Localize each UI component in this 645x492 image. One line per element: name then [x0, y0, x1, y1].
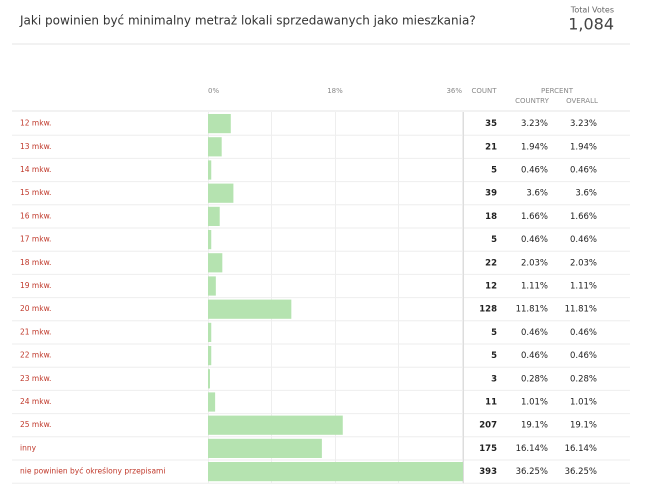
country-percent: 0.28% [521, 374, 548, 384]
option-label: 18 mkw. [20, 258, 51, 267]
country-percent: 16.14% [516, 444, 548, 454]
country-percent: 19.1% [521, 421, 548, 431]
vote-count: 22 [485, 258, 497, 268]
overall-percent: 1.66% [570, 212, 597, 222]
option-label: 25 mkw. [20, 420, 51, 429]
bar [208, 346, 212, 366]
option-label: 24 mkw. [20, 397, 51, 406]
overall-percent: 0.46% [570, 166, 597, 176]
overall-percent: 1.11% [570, 282, 597, 292]
x-tick-label: 18% [327, 87, 343, 95]
option-label: 19 mkw. [20, 281, 51, 290]
overall-percent: 1.94% [570, 142, 597, 152]
country-percent: 3.6% [526, 189, 548, 199]
option-label: nie powinien być określony przepisami [20, 467, 165, 476]
overall-percent: 19.1% [570, 421, 597, 431]
bar [208, 415, 343, 435]
country-percent: 1.11% [521, 282, 548, 292]
bar [208, 462, 464, 482]
vote-count: 5 [491, 351, 497, 361]
vote-count: 207 [479, 421, 497, 431]
country-percent: 3.23% [521, 119, 548, 129]
vote-count: 5 [491, 235, 497, 245]
country-percent: 0.46% [521, 166, 548, 176]
option-label: 13 mkw. [20, 142, 51, 151]
country-percent: 36.25% [516, 467, 548, 477]
overall-percent: 3.23% [570, 119, 597, 129]
overall-percent: 1.01% [570, 398, 597, 408]
vote-count: 35 [485, 119, 497, 129]
vote-count: 12 [485, 282, 497, 292]
bar [208, 137, 222, 157]
overall-percent: 0.28% [570, 374, 597, 384]
overall-percent: 16.14% [565, 444, 597, 454]
column-header: PERCENT [541, 87, 574, 95]
overall-percent: 0.46% [570, 328, 597, 338]
vote-count: 5 [491, 166, 497, 176]
column-header: COUNTRY [515, 97, 549, 105]
overall-percent: 0.46% [570, 235, 597, 245]
country-percent: 1.66% [521, 212, 548, 222]
bar [208, 299, 292, 319]
vote-count: 21 [485, 142, 497, 152]
vote-count: 175 [479, 444, 497, 454]
bar [208, 322, 212, 342]
overall-percent: 2.03% [570, 258, 597, 268]
bar [208, 160, 212, 180]
x-tick-label: 0% [208, 87, 219, 95]
country-percent: 11.81% [516, 305, 548, 315]
option-label: 14 mkw. [20, 165, 51, 174]
bar [208, 206, 220, 226]
bar [208, 438, 322, 458]
country-percent: 2.03% [521, 258, 548, 268]
overall-percent: 3.6% [575, 189, 597, 199]
bar [208, 392, 216, 412]
bar [208, 114, 231, 134]
overall-percent: 11.81% [565, 305, 597, 315]
vote-count: 11 [485, 398, 497, 408]
country-percent: 0.46% [521, 351, 548, 361]
column-header: COUNT [471, 87, 497, 95]
vote-count: 393 [479, 467, 497, 477]
vote-count: 18 [485, 212, 497, 222]
bar [208, 183, 234, 203]
option-label: inny [20, 443, 37, 452]
column-header: OVERALL [566, 97, 598, 105]
option-label: 21 mkw. [20, 327, 51, 336]
option-label: 16 mkw. [20, 211, 51, 220]
option-label: 23 mkw. [20, 374, 51, 383]
country-percent: 0.46% [521, 235, 548, 245]
option-label: 15 mkw. [20, 188, 51, 197]
vote-count: 128 [479, 305, 497, 315]
total-votes: 1,084 [568, 15, 614, 34]
poll-title: Jaki powinien być minimalny metraż lokal… [19, 14, 476, 28]
vote-count: 5 [491, 328, 497, 338]
option-label: 12 mkw. [20, 119, 51, 128]
country-percent: 1.01% [521, 398, 548, 408]
option-label: 22 mkw. [20, 351, 51, 360]
bar [208, 230, 212, 250]
bar [208, 276, 216, 296]
vote-count: 39 [485, 189, 497, 199]
overall-percent: 0.46% [570, 351, 597, 361]
bar [208, 253, 223, 273]
country-percent: 0.46% [521, 328, 548, 338]
country-percent: 1.94% [521, 142, 548, 152]
vote-count: 3 [491, 374, 497, 384]
overall-percent: 36.25% [565, 467, 597, 477]
option-label: 20 mkw. [20, 304, 51, 313]
x-tick-label: 36% [446, 87, 462, 95]
total-label: Total Votes [570, 6, 614, 15]
option-label: 17 mkw. [20, 235, 51, 244]
bar [208, 369, 210, 389]
